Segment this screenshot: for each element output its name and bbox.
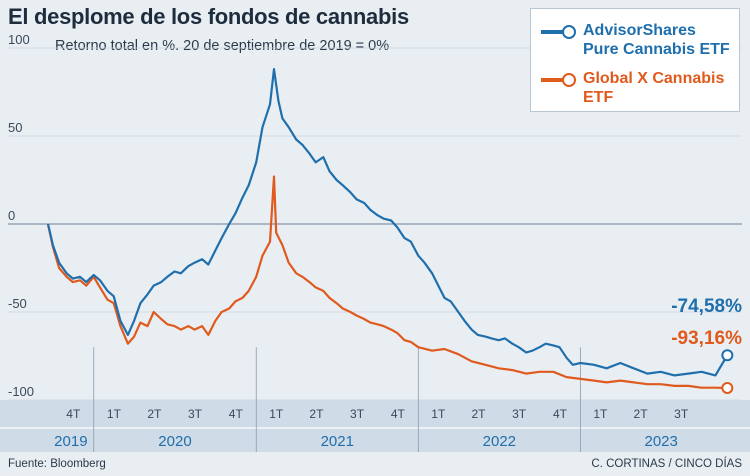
year-label: 2021 — [321, 433, 354, 450]
quarter-label: 2T — [471, 407, 486, 421]
series-line-advisorshares — [46, 67, 729, 377]
chart-subtitle: Retorno total en %. 20 de septiembre de … — [55, 38, 390, 54]
legend-label-advisorshares: AdvisorShares Pure Cannabis ETF — [583, 22, 730, 58]
legend-swatch-globalx — [541, 78, 563, 82]
quarter-label: 1T — [593, 407, 608, 421]
end-value-globalx: -93,16% — [671, 328, 742, 349]
quarter-label: 3T — [512, 407, 527, 421]
source-note: Fuente: Bloomberg — [8, 458, 106, 470]
quarter-label: 3T — [350, 407, 365, 421]
quarter-label: 4T — [66, 407, 81, 421]
y-tick-label: -100 — [8, 384, 34, 399]
quarter-label: 3T — [188, 407, 203, 421]
quarter-label: 1T — [269, 407, 284, 421]
quarter-label: 2T — [309, 407, 324, 421]
y-tick-label: 50 — [8, 120, 22, 135]
end-marker-globalx — [721, 381, 734, 394]
chart-title: El desplome de los fondos de cannabis — [8, 4, 409, 29]
quarter-label: 4T — [391, 407, 406, 421]
y-tick-label: -50 — [8, 296, 27, 311]
y-tick-label: 100 — [8, 32, 30, 47]
end-marker-advisorshares — [721, 349, 734, 362]
x-axis-band — [0, 400, 750, 452]
quarter-label: 4T — [229, 407, 244, 421]
quarter-label: 3T — [674, 407, 689, 421]
year-label: 2023 — [645, 433, 678, 450]
series-line-globalx — [46, 175, 728, 390]
y-tick-label: 0 — [8, 208, 15, 223]
legend: AdvisorShares Pure Cannabis ETF Global X… — [530, 8, 740, 112]
quarter-label: 4T — [553, 407, 568, 421]
year-label: 2019 — [54, 433, 87, 450]
quarter-label: 2T — [147, 407, 162, 421]
end-value-advisorshares: -74,58% — [671, 296, 742, 317]
quarter-label: 2T — [634, 407, 649, 421]
credit-note: C. CORTINAS / CINCO DÍAS — [591, 458, 742, 470]
legend-marker-advisorshares — [562, 25, 576, 39]
quarter-label: 1T — [107, 407, 122, 421]
year-label: 2020 — [158, 433, 191, 450]
legend-label-globalx: Global X Cannabis ETF — [583, 70, 725, 106]
year-label: 2022 — [483, 433, 516, 450]
quarter-label: 1T — [431, 407, 446, 421]
legend-marker-globalx — [562, 73, 576, 87]
legend-swatch-advisorshares — [541, 30, 563, 34]
